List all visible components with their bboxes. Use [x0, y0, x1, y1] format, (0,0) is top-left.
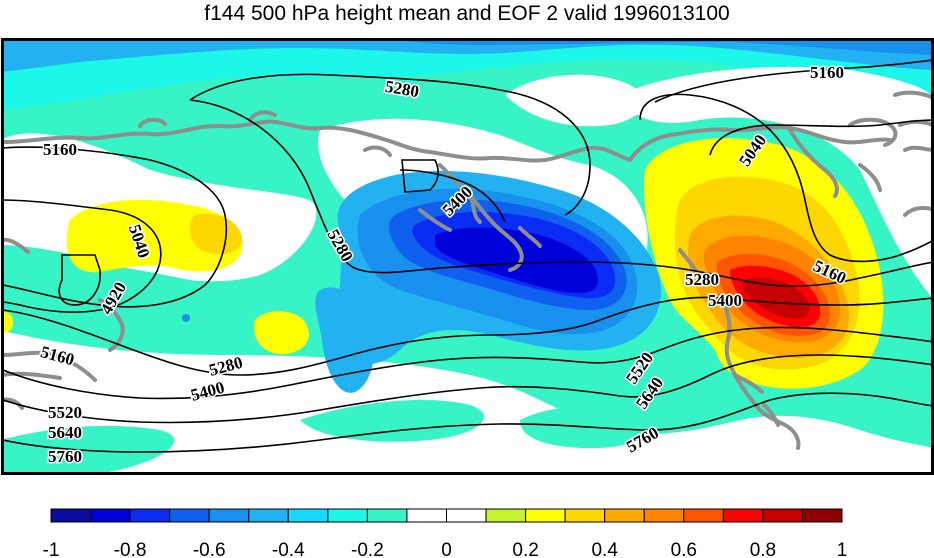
- contour-5040-left: [3, 199, 162, 313]
- colorbar-tick-label: 0.2: [512, 540, 538, 558]
- colorbar-swatch: [485, 508, 527, 523]
- colorbar-swatch: [762, 508, 803, 523]
- colorbar-tick-label: -0.6: [193, 540, 226, 558]
- contour-5640: [3, 354, 932, 424]
- contour-label: 5280: [685, 270, 719, 289]
- colorbar-tick-label: -0.4: [272, 540, 305, 558]
- colorbar-swatch: [129, 508, 171, 523]
- colorbar: -1 -0.8 -0.6 -0.4 -0.2 0 0.2 0.4 0.6 0.8 1: [43, 508, 848, 558]
- colorbar-swatch: [564, 508, 606, 523]
- contour-label: 5520: [48, 403, 82, 422]
- colorbar-tick-label: 0: [441, 540, 452, 558]
- colorbar-tick-label: 0.8: [750, 540, 776, 558]
- colorbar-swatch: [90, 508, 131, 523]
- colorbar-swatch: [446, 508, 487, 523]
- colorbar-swatch: [643, 508, 685, 523]
- colorbar-swatch: [722, 508, 764, 523]
- contour-label: 5400: [708, 291, 742, 310]
- colorbar-swatch: [208, 508, 250, 523]
- contour-5760: [3, 392, 932, 453]
- height-contours: [3, 59, 932, 453]
- colorbar-swatch: [50, 508, 92, 523]
- contour-label: 5760: [48, 447, 82, 466]
- contour-5040-center: [401, 159, 440, 193]
- contour-5280-north: [189, 73, 591, 216]
- colorbar-swatch: [525, 508, 566, 523]
- chart-title: f144 500 hPa height mean and EOF 2 valid…: [204, 2, 730, 25]
- contour-label: 5160: [810, 63, 844, 82]
- contour-5160-right: [639, 93, 932, 263]
- contour-label: 5160: [43, 140, 77, 159]
- contour-label: 5280: [384, 77, 421, 102]
- shaded-field: [3, 40, 932, 473]
- colorbar-swatch: [604, 508, 645, 523]
- colorbar-swatch: [287, 508, 329, 523]
- colorbar-tick-label: -0.2: [351, 540, 384, 558]
- colorbar-swatch: [801, 508, 843, 523]
- contour-label: 5640: [48, 423, 82, 442]
- contour-5160-left: [3, 146, 228, 308]
- contour-5160-north: [654, 59, 932, 103]
- coastlines: [3, 90, 932, 450]
- contour-5280-center: [189, 99, 932, 287]
- colorbar-swatch: [683, 508, 724, 523]
- colorbar-swatch: [169, 508, 210, 523]
- colorbar-swatch: [327, 508, 368, 523]
- colorbar-tick-label: -1: [43, 540, 60, 558]
- colorbar-tick-label: 0.4: [591, 540, 618, 558]
- colorbar-swatch: [248, 508, 289, 523]
- colorbar-tick-label: 1: [837, 540, 848, 558]
- contour-5520: [3, 326, 932, 400]
- colorbar-swatch: [366, 508, 408, 523]
- contour-4920: [58, 254, 101, 306]
- colorbar-tick-label: 0.6: [671, 540, 697, 558]
- colorbar-swatch: [406, 508, 448, 523]
- contour-5400: [3, 296, 932, 376]
- contour-5400-center: [399, 169, 506, 223]
- colorbar-tick-label: -0.8: [114, 540, 147, 558]
- map-frame: [1, 38, 934, 475]
- contour-5040-right: [709, 119, 932, 156]
